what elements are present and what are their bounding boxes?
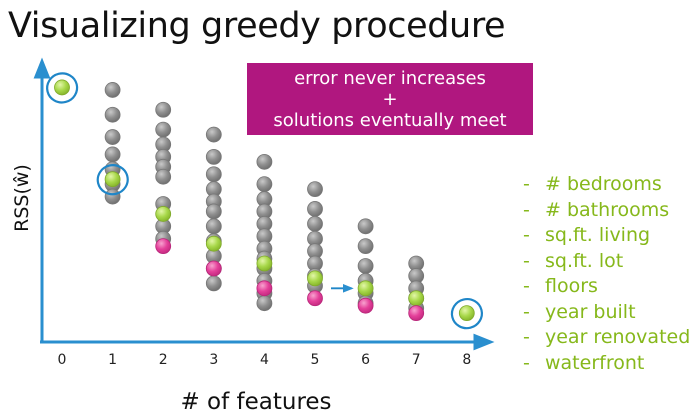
highlight-circle xyxy=(96,164,129,196)
model-point xyxy=(104,129,121,145)
feature-label: waterfront xyxy=(545,351,645,374)
slide-title: Visualizing greedy procedure xyxy=(8,6,506,46)
x-tick-label: 3 xyxy=(209,352,218,368)
x-tick-label: 7 xyxy=(412,352,421,368)
x-tick-label: 5 xyxy=(311,352,320,368)
model-point xyxy=(205,218,222,235)
callout-box: error never increases + solutions eventu… xyxy=(247,63,533,135)
best-subset-point xyxy=(155,238,172,255)
model-point xyxy=(307,215,323,232)
x-tick-label: 8 xyxy=(462,352,471,368)
feature-label: sq.ft. lot xyxy=(545,249,624,272)
feature-label: # bedrooms xyxy=(545,173,662,195)
model-point xyxy=(205,166,222,183)
feature-item: - sq.ft. living xyxy=(523,224,651,246)
feature-label: floors xyxy=(545,275,598,297)
greedy-point xyxy=(458,305,475,322)
model-point xyxy=(256,295,273,312)
greedy-point xyxy=(104,171,121,188)
greedy-point xyxy=(205,235,222,252)
x-tick-label: 1 xyxy=(108,352,117,368)
x-tick-label: 0 xyxy=(58,352,67,368)
x-tick-label: 2 xyxy=(159,352,168,368)
greedy-point xyxy=(155,206,172,222)
highlight-circle xyxy=(46,72,79,104)
model-point xyxy=(155,101,172,118)
best-subset-point xyxy=(307,290,323,307)
model-point xyxy=(104,188,121,205)
model-point xyxy=(104,146,121,163)
x-tick-labels: 0 1 2 3 4 5 6 7 8 xyxy=(58,352,472,368)
feature-label: year renovated xyxy=(545,326,691,348)
greedy-point xyxy=(307,270,323,287)
x-axis-label: # of features xyxy=(180,389,331,411)
highlight-circle xyxy=(450,297,483,330)
annotations xyxy=(46,72,483,330)
data-points xyxy=(54,79,475,322)
y-axis-label: RSS(ŵ) xyxy=(11,164,33,232)
callout-line-1: error never increases xyxy=(294,68,486,89)
greedy-point xyxy=(54,79,70,96)
best-subset-point xyxy=(357,297,374,314)
feature-label: year built xyxy=(545,300,636,323)
best-subset-point xyxy=(256,280,273,297)
feature-item: - year built xyxy=(523,300,636,323)
feature-label: sq.ft. living xyxy=(545,224,651,246)
greedy-point xyxy=(408,290,425,307)
model-point xyxy=(155,121,172,138)
greedy-point xyxy=(357,280,374,297)
feature-item: - # bathrooms xyxy=(523,198,670,221)
best-subset-point xyxy=(408,305,425,322)
feature-item: - year renovated xyxy=(523,326,691,348)
feature-item: - floors xyxy=(523,275,598,297)
model-point xyxy=(256,153,273,170)
model-point xyxy=(357,238,374,255)
x-tick-label: 6 xyxy=(361,352,370,368)
greedy-point xyxy=(256,255,273,272)
model-point xyxy=(307,181,323,198)
model-point xyxy=(357,218,374,235)
callout-line-2: + xyxy=(382,89,398,110)
feature-label: # bathrooms xyxy=(545,198,670,221)
callout-line-3: solutions eventually meet xyxy=(273,110,507,131)
model-point xyxy=(205,126,222,143)
model-point xyxy=(205,148,222,165)
model-point xyxy=(357,258,374,274)
model-point xyxy=(307,201,323,217)
model-point xyxy=(104,82,121,98)
feature-list: - # bedrooms - # bathrooms - sq.ft. living … xyxy=(523,172,690,376)
x-tick-label: 4 xyxy=(260,352,269,368)
feature-item: - waterfront xyxy=(523,351,645,374)
model-point xyxy=(155,168,172,185)
model-point xyxy=(104,106,121,123)
model-point xyxy=(205,275,222,292)
feature-item: - sq.ft. lot xyxy=(523,249,624,272)
feature-item: - # bedrooms xyxy=(523,173,662,195)
model-point xyxy=(256,176,273,193)
model-point xyxy=(205,203,222,220)
best-subset-point xyxy=(205,260,222,277)
